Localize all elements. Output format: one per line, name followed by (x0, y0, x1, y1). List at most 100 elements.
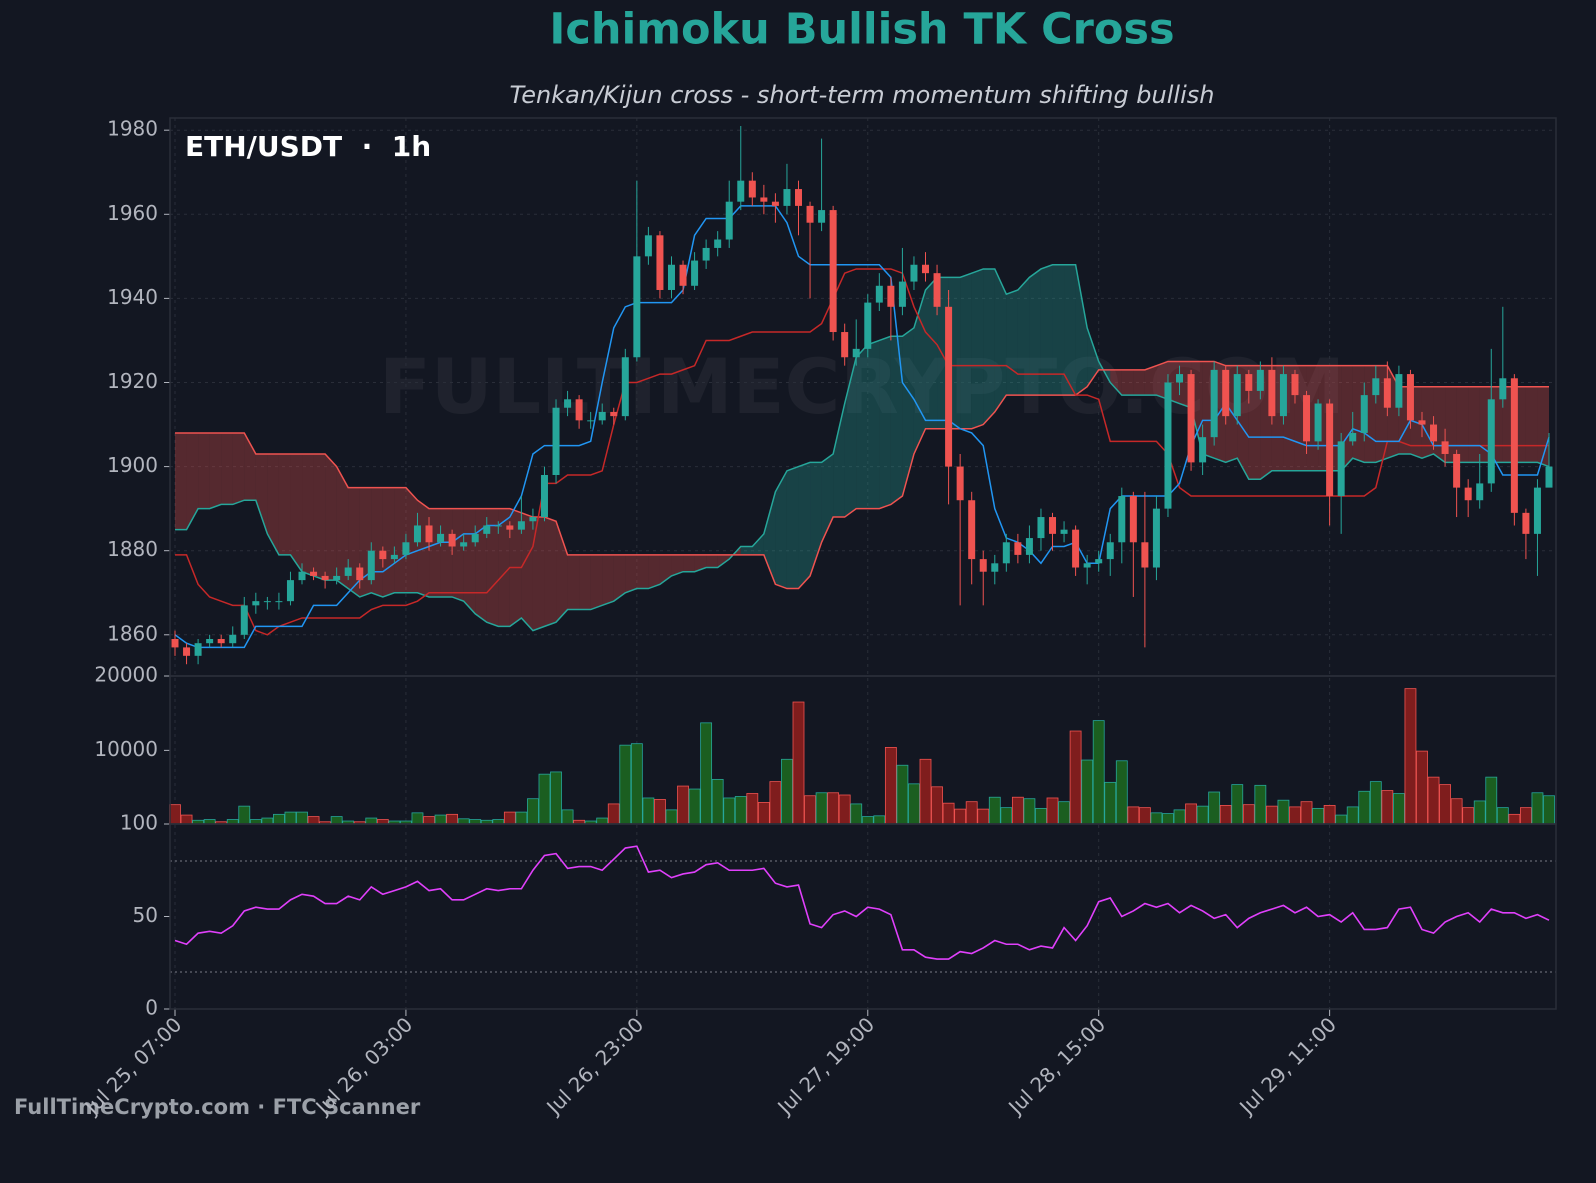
chart-subtitle: Tenkan/Kijun cross - short-term momentum… (510, 81, 1215, 109)
candle-body (1314, 403, 1322, 442)
cloud-segment (325, 453, 337, 581)
volume-bar (884, 746, 897, 825)
candle-body (1326, 403, 1334, 497)
candle-body (1510, 378, 1518, 513)
candle-body (1152, 508, 1160, 568)
volume-bar (630, 743, 643, 825)
volume-bar (1046, 797, 1059, 825)
volume-bar (1011, 796, 1024, 825)
candle-body (310, 571, 318, 576)
cloud-segment (302, 453, 314, 576)
volume-bar (1138, 807, 1151, 825)
volume-bar (734, 796, 747, 825)
volume-bar (284, 811, 297, 825)
volume-bar (873, 815, 886, 825)
y-tick-label: 100 (120, 811, 158, 835)
candle-body (922, 264, 930, 274)
candle-body (171, 638, 179, 648)
candle-body (667, 264, 675, 290)
watermark: FULLTIMECRYPTO.COM (379, 342, 1345, 431)
cloud-segment (694, 554, 707, 572)
cloud-segment (429, 508, 441, 597)
volume-bar (1358, 790, 1371, 825)
volume-bar (1427, 776, 1440, 825)
candle-body (1453, 453, 1461, 488)
volume-bar (1508, 813, 1521, 825)
candle-body (229, 634, 237, 644)
volume-bar (688, 788, 701, 825)
candle-body (437, 533, 445, 543)
volume-bar (527, 798, 539, 825)
candle-body (991, 563, 999, 572)
candle-body (1037, 517, 1045, 539)
cloud-segment (175, 432, 187, 530)
volume-bar (815, 792, 828, 825)
candle-body (1303, 395, 1311, 442)
candle-body (852, 348, 860, 358)
cloud-segment (994, 268, 1007, 412)
volume-bar (273, 813, 285, 825)
candle-body (356, 567, 364, 581)
candle-body (1025, 538, 1033, 555)
volume-bar (238, 805, 251, 825)
volume-bar (434, 814, 447, 825)
volume-bar (446, 813, 459, 825)
candle-body (1199, 437, 1207, 463)
pair-annotation: ETH/USDT · 1h (185, 130, 431, 163)
volume-bar (792, 701, 805, 825)
volume-bar (261, 817, 274, 825)
volume-bar (1023, 798, 1036, 825)
candle-body (529, 517, 537, 522)
cloud-segment (844, 357, 857, 518)
cloud-segment (706, 554, 718, 568)
candle-body (714, 239, 722, 248)
volume-bar (538, 773, 551, 825)
volume-bar (1462, 807, 1475, 825)
volume-bar (1242, 804, 1255, 825)
candle-body (633, 256, 641, 358)
candle-body (390, 554, 398, 560)
candle-body (564, 399, 572, 408)
volume-bar (180, 814, 193, 825)
volume-bar (850, 803, 863, 825)
cloud-segment (971, 268, 984, 429)
cloud-segment (810, 462, 822, 576)
cloud-segment (636, 554, 649, 589)
volume-bar (1254, 784, 1267, 825)
cloud-segment (313, 453, 326, 581)
volume-bar (1346, 806, 1359, 825)
candle-body (656, 235, 664, 290)
volume-bar (503, 811, 516, 825)
candle-body (1164, 382, 1172, 509)
cloud-segment (821, 453, 834, 543)
y-tick-label: 0 (145, 996, 158, 1020)
cloud-segment (290, 453, 303, 572)
candle-body (1222, 369, 1230, 417)
cloud-segment (590, 554, 603, 610)
volume-bar (561, 809, 574, 825)
volume-bar (665, 809, 678, 825)
volume-bar (1416, 750, 1428, 825)
cloud-segment (556, 521, 568, 623)
y-tick-label: 1980 (107, 117, 158, 141)
cloud-segment (1306, 365, 1319, 471)
volume-bar (365, 817, 378, 825)
candle-body (910, 264, 918, 282)
volume-bar (746, 793, 759, 825)
candle-body (333, 575, 341, 581)
candle-body (771, 201, 779, 206)
cloud-segment (255, 453, 268, 534)
cloud-segment (925, 277, 938, 429)
candle-body (1499, 378, 1507, 400)
tenkan-line (174, 205, 1550, 649)
volume-bar (804, 795, 816, 825)
cloud-segment (659, 554, 672, 585)
candle-body (240, 605, 248, 635)
candle-body (691, 260, 699, 286)
cloud-segment (856, 344, 868, 509)
candle-body (217, 638, 225, 644)
volume-bar (1473, 800, 1486, 825)
chart-title: Ichimoku Bullish TK Cross (549, 5, 1174, 55)
candle-body (1256, 369, 1264, 391)
candle-body (783, 189, 791, 206)
